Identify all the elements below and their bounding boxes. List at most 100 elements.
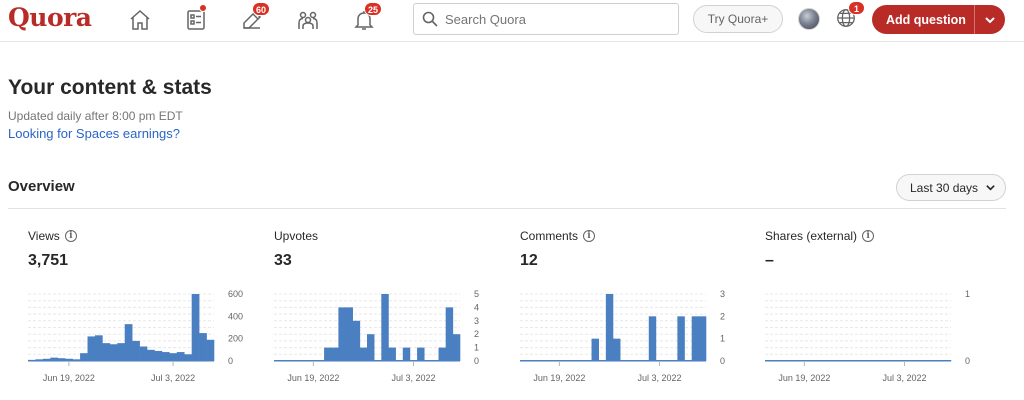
info-icon[interactable]: i <box>862 230 875 242</box>
language-badge: 1 <box>848 1 865 15</box>
chart-bar <box>324 347 332 361</box>
y-tick-label: 600 <box>228 289 243 299</box>
chart-bar <box>367 334 375 361</box>
write-badge: 60 <box>252 2 271 16</box>
chart-bar <box>132 340 140 361</box>
y-tick-label: 1 <box>965 289 970 299</box>
section-divider <box>8 208 1006 209</box>
add-question-button[interactable]: Add question <box>872 5 1005 34</box>
stat-value: 33 <box>274 252 292 269</box>
y-tick-label: 0 <box>965 356 970 366</box>
search-input[interactable] <box>445 11 665 27</box>
chart-bar <box>359 347 368 361</box>
y-tick-label: 2 <box>720 311 725 321</box>
chart-bar <box>591 338 599 361</box>
chart-bar <box>206 339 215 361</box>
chart-bar <box>402 347 411 361</box>
chart-bar <box>199 333 207 361</box>
x-tick-label: Jun 19, 2022 <box>287 373 339 383</box>
stat-value: 12 <box>520 252 538 269</box>
chart-bar <box>35 359 44 361</box>
y-tick-label: 5 <box>474 289 479 299</box>
stat-label: Shares (external) i <box>765 228 995 244</box>
chart-bar <box>124 324 133 361</box>
y-tick-label: 200 <box>228 334 243 344</box>
chart-bar <box>438 347 446 361</box>
x-tick-label: Jul 3, 2022 <box>882 373 926 383</box>
overview-heading: Overview <box>8 178 75 195</box>
chart-bar <box>161 352 170 361</box>
chart-bar <box>176 352 185 361</box>
chart-bar <box>191 294 200 361</box>
chart-bar <box>698 316 707 361</box>
y-tick-label: 0 <box>720 356 725 366</box>
top-navigation-bar: Quora 60 25 Try Quora+ 1 Add question <box>0 0 1024 42</box>
chart-bar <box>102 343 111 361</box>
try-quora-plus-button[interactable]: Try Quora+ <box>693 5 783 33</box>
avatar[interactable] <box>798 8 820 30</box>
stat-value: – <box>765 252 774 269</box>
chart-bar <box>65 358 73 361</box>
quora-logo[interactable]: Quora <box>8 3 92 32</box>
notifications-badge: 25 <box>364 2 383 16</box>
add-question-label: Add question <box>886 12 966 27</box>
spaces-icon[interactable] <box>293 6 323 34</box>
chart-bar <box>139 346 148 361</box>
notifications-icon[interactable]: 25 <box>349 2 383 34</box>
x-tick-label: Jun 19, 2022 <box>43 373 95 383</box>
x-tick-label: Jul 3, 2022 <box>391 373 435 383</box>
stat-label: Comments i <box>520 228 750 244</box>
chart-bar <box>331 347 339 361</box>
y-tick-label: 0 <box>228 356 233 366</box>
y-tick-label: 4 <box>474 302 479 312</box>
chart-bar <box>677 316 685 361</box>
y-tick-label: 1 <box>720 334 725 344</box>
shares-chart: 0 1 Jun 19, 2022 Jul 3, 2022 <box>765 289 970 383</box>
write-icon[interactable]: 60 <box>237 2 271 34</box>
y-tick-label: 1 <box>474 343 479 353</box>
chart-bar <box>117 343 126 361</box>
update-note: Updated daily after 8:00 pm EDT <box>8 109 183 123</box>
x-tick-label: Jul 3, 2022 <box>637 373 681 383</box>
chart-bar <box>42 358 51 361</box>
y-tick-label: 400 <box>228 311 243 321</box>
stat-value: 3,751 <box>28 252 69 269</box>
chart-bar <box>338 307 346 361</box>
button-separator <box>974 5 975 34</box>
info-icon[interactable]: i <box>583 230 596 242</box>
stat-label: Views i <box>28 228 258 244</box>
x-tick-label: Jun 19, 2022 <box>533 373 585 383</box>
y-tick-label: 3 <box>474 316 479 326</box>
x-tick-label: Jul 3, 2022 <box>151 373 195 383</box>
chart-bar <box>28 359 36 361</box>
y-tick-label: 2 <box>474 329 479 339</box>
search-icon <box>422 11 438 27</box>
x-tick-label: Jun 19, 2022 <box>778 373 830 383</box>
chart-bar <box>72 359 81 361</box>
info-icon[interactable]: i <box>64 230 77 242</box>
chart-bar <box>87 336 96 361</box>
answer-notification-dot <box>199 4 207 12</box>
stat-card-comments: Comments i 12 0 1 2 3 Jun 19, 2022 Jul 3, 2022 <box>520 228 750 393</box>
chart-bar <box>648 316 657 361</box>
spaces-earnings-link[interactable]: Looking for Spaces earnings? <box>8 126 181 141</box>
search-box[interactable] <box>413 3 679 35</box>
chart-bar <box>169 353 178 361</box>
page-title: Your content & stats <box>8 76 212 99</box>
chart-bar <box>57 358 66 361</box>
chart-bar <box>147 349 155 361</box>
language-icon[interactable]: 1 <box>835 1 865 31</box>
chart-bar <box>80 353 88 361</box>
stat-card-views: Views i 3,751 0 200 400 600 Jun 19, 2022 Jul 3… <box>28 228 258 393</box>
y-tick-label: 0 <box>474 356 479 366</box>
upvotes-chart: 0 1 2 3 4 5 Jun 19, 2022 Jul 3, 2022 <box>274 289 479 383</box>
chevron-down-icon <box>986 185 995 191</box>
chart-bar <box>388 347 396 361</box>
stat-label: Upvotes <box>274 229 319 243</box>
chart-bar <box>184 354 192 361</box>
date-range-dropdown[interactable]: Last 30 days <box>896 174 1006 201</box>
chart-bar <box>381 294 389 361</box>
home-icon[interactable] <box>125 6 155 34</box>
chevron-down-icon[interactable] <box>975 14 1005 26</box>
answer-icon[interactable] <box>181 4 211 34</box>
